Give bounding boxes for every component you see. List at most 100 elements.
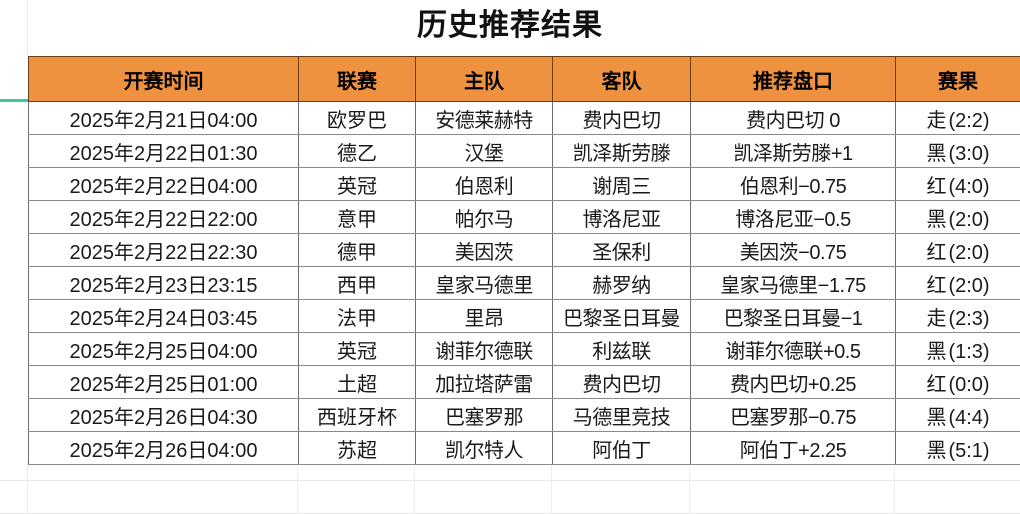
cell-handicap: 美因茨−0.75 [690, 233, 896, 267]
result-mark: 黑 [926, 439, 947, 462]
cell-away-team: 费内巴切 [552, 101, 691, 135]
grid-line-horizontal [0, 480, 1020, 481]
cell-league: 意甲 [298, 200, 416, 234]
result-score: (4:4) [948, 406, 990, 429]
cell-league: 英冠 [298, 167, 416, 201]
result-mark: 走 [926, 307, 947, 330]
cell-home-team: 凯尔特人 [415, 431, 553, 465]
grid-line-vertical [414, 460, 415, 514]
cell-result: 走 (2:3) [895, 299, 1020, 333]
cell-match-time: 2025年2月22日01:30 [28, 134, 299, 168]
result-score: (2:2) [948, 109, 990, 132]
cell-away-team: 费内巴切 [552, 365, 691, 399]
cell-league: 西班牙杯 [298, 398, 416, 432]
column-header-handicap[interactable]: 推荐盘口 [690, 56, 896, 102]
result-score: (2:0) [948, 241, 990, 264]
cell-home-team: 巴塞罗那 [415, 398, 553, 432]
cell-league: 德甲 [298, 233, 416, 267]
cell-match-time: 2025年2月25日01:00 [28, 365, 299, 399]
table-row[interactable]: 2025年2月23日23:15 西甲 皇家马德里 赫罗纳 皇家马德里−1.75 红 (2:0… [28, 266, 1020, 300]
history-recommendation-table: 开赛时间 联赛 主队 客队 推荐盘口 赛果 2025年2月21日04:00 欧罗巴… [28, 56, 1020, 465]
cell-league: 法甲 [298, 299, 416, 333]
result-mark: 红 [926, 373, 947, 396]
cell-home-team: 美因茨 [415, 233, 553, 267]
cell-league: 欧罗巴 [298, 101, 416, 135]
cell-match-time: 2025年2月22日22:30 [28, 233, 299, 267]
cell-match-time: 2025年2月25日04:00 [28, 332, 299, 366]
result-score: (2:3) [948, 307, 990, 330]
cell-match-time: 2025年2月22日22:00 [28, 200, 299, 234]
cell-handicap: 皇家马德里−1.75 [690, 266, 896, 300]
table-row[interactable]: 2025年2月21日04:00 欧罗巴 安德莱赫特 费内巴切 费内巴切 0 走 (2:2) [28, 101, 1020, 135]
column-header-match-time[interactable]: 开赛时间 [28, 56, 299, 102]
grid-line-vertical [297, 460, 298, 514]
table-row[interactable]: 2025年2月22日01:30 德乙 汉堡 凯泽斯劳滕 凯泽斯劳滕+1 黑 (3:0) [28, 134, 1020, 168]
cell-result: 黑 (5:1) [895, 431, 1020, 465]
cell-match-time: 2025年2月22日04:00 [28, 167, 299, 201]
cell-home-team: 帕尔马 [415, 200, 553, 234]
cell-match-time: 2025年2月26日04:30 [28, 398, 299, 432]
table-row[interactable]: 2025年2月25日01:00 土超 加拉塔萨雷 费内巴切 费内巴切+0.25 红 (0:0… [28, 365, 1020, 399]
result-score: (3:0) [948, 142, 990, 165]
result-mark: 黑 [926, 142, 947, 165]
cell-home-team: 伯恩利 [415, 167, 553, 201]
table-row[interactable]: 2025年2月22日22:00 意甲 帕尔马 博洛尼亚 博洛尼亚−0.5 黑 (2:0) [28, 200, 1020, 234]
cell-home-team: 加拉塔萨雷 [415, 365, 553, 399]
table-row[interactable]: 2025年2月24日03:45 法甲 里昂 巴黎圣日耳曼 巴黎圣日耳曼−1 走 (2:3) [28, 299, 1020, 333]
column-header-home-team[interactable]: 主队 [415, 56, 553, 102]
cell-league: 德乙 [298, 134, 416, 168]
grid-line-vertical [551, 460, 552, 514]
cell-away-team: 利兹联 [552, 332, 691, 366]
column-header-result[interactable]: 赛果 [895, 56, 1020, 102]
cell-away-team: 赫罗纳 [552, 266, 691, 300]
cell-result: 黑 (2:0) [895, 200, 1020, 234]
result-mark: 走 [926, 109, 947, 132]
cell-handicap: 凯泽斯劳滕+1 [690, 134, 896, 168]
table-row[interactable]: 2025年2月26日04:00 苏超 凯尔特人 阿伯丁 阿伯丁+2.25 黑 (5:1) [28, 431, 1020, 465]
cell-league: 英冠 [298, 332, 416, 366]
cell-league: 土超 [298, 365, 416, 399]
column-header-league[interactable]: 联赛 [298, 56, 416, 102]
result-mark: 红 [926, 274, 947, 297]
cell-away-team: 谢周三 [552, 167, 691, 201]
cell-handicap: 巴塞罗那−0.75 [690, 398, 896, 432]
result-score: (2:0) [948, 274, 990, 297]
cell-away-team: 巴黎圣日耳曼 [552, 299, 691, 333]
table-row[interactable]: 2025年2月22日04:00 英冠 伯恩利 谢周三 伯恩利−0.75 红 (4:0) [28, 167, 1020, 201]
cell-match-time: 2025年2月23日23:15 [28, 266, 299, 300]
cell-away-team: 圣保利 [552, 233, 691, 267]
cell-result: 黑 (3:0) [895, 134, 1020, 168]
cell-result: 红 (4:0) [895, 167, 1020, 201]
cell-result: 红 (2:0) [895, 233, 1020, 267]
cell-match-time: 2025年2月24日03:45 [28, 299, 299, 333]
table-header-row: 开赛时间 联赛 主队 客队 推荐盘口 赛果 [28, 56, 1020, 102]
result-mark: 红 [926, 241, 947, 264]
cell-away-team: 博洛尼亚 [552, 200, 691, 234]
result-score: (0:0) [948, 373, 990, 396]
cell-handicap: 费内巴切+0.25 [690, 365, 896, 399]
cell-home-team: 里昂 [415, 299, 553, 333]
cell-result: 黑 (4:4) [895, 398, 1020, 432]
table-row[interactable]: 2025年2月22日22:30 德甲 美因茨 圣保利 美因茨−0.75 红 (2:0) [28, 233, 1020, 267]
cell-handicap: 阿伯丁+2.25 [690, 431, 896, 465]
cell-result: 黑 (1:3) [895, 332, 1020, 366]
cell-result: 红 (0:0) [895, 365, 1020, 399]
cell-match-time: 2025年2月21日04:00 [28, 101, 299, 135]
grid-line-vertical [894, 460, 895, 514]
result-score: (5:1) [948, 439, 990, 462]
page-title: 历史推荐结果 [417, 9, 603, 42]
cell-away-team: 马德里竞技 [552, 398, 691, 432]
cell-away-team: 凯泽斯劳滕 [552, 134, 691, 168]
column-header-away-team[interactable]: 客队 [552, 56, 691, 102]
cell-home-team: 汉堡 [415, 134, 553, 168]
grid-line-vertical [689, 460, 690, 514]
cell-away-team: 阿伯丁 [552, 431, 691, 465]
cell-handicap: 博洛尼亚−0.5 [690, 200, 896, 234]
cell-match-time: 2025年2月26日04:00 [28, 431, 299, 465]
cell-handicap: 伯恩利−0.75 [690, 167, 896, 201]
teal-accent-marker [0, 99, 29, 102]
table-row[interactable]: 2025年2月26日04:30 西班牙杯 巴塞罗那 马德里竞技 巴塞罗那−0.75 黑 (4… [28, 398, 1020, 432]
grid-line-vertical [27, 460, 28, 514]
table-body: 2025年2月21日04:00 欧罗巴 安德莱赫特 费内巴切 费内巴切 0 走 (2:2) 2… [28, 101, 1020, 465]
table-row[interactable]: 2025年2月25日04:00 英冠 谢菲尔德联 利兹联 谢菲尔德联+0.5 黑 (1:3) [28, 332, 1020, 366]
